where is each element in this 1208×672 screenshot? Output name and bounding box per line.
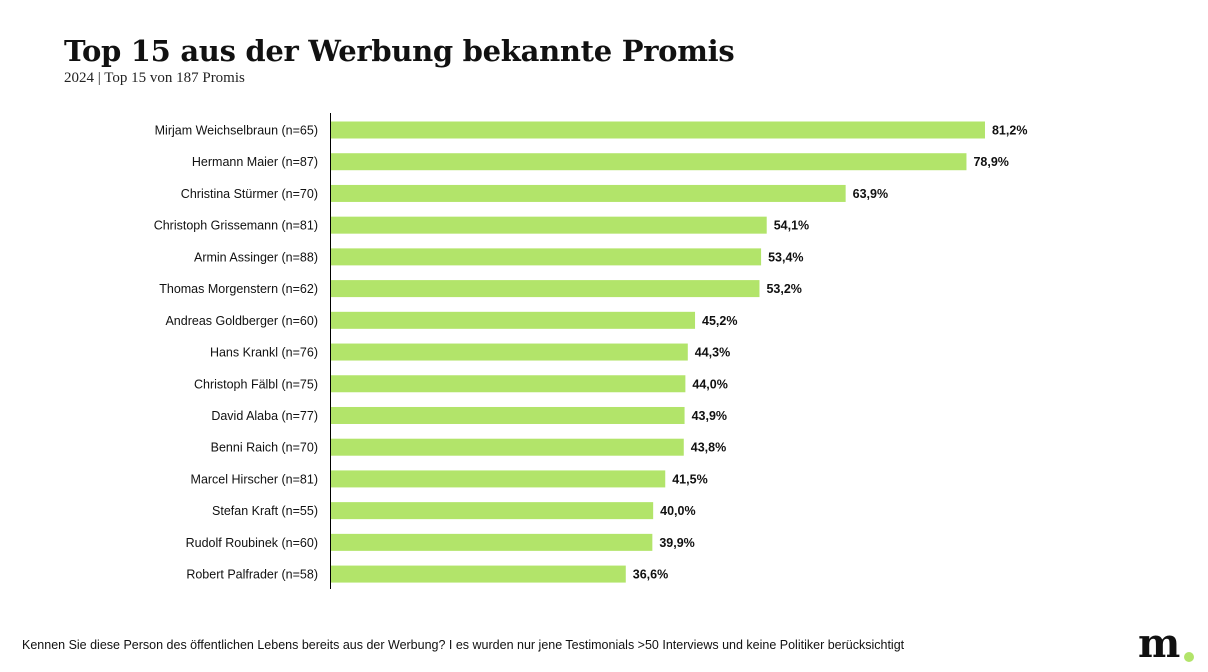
category-label: Marcel Hirscher (n=81) <box>191 472 318 486</box>
footnote: Kennen Sie diese Person des öffentlichen… <box>22 638 905 652</box>
data-label: 78,9% <box>973 155 1008 169</box>
brand-logo: m <box>1138 620 1181 667</box>
data-label: 44,0% <box>692 377 727 391</box>
bar <box>331 533 653 551</box>
bar <box>331 565 626 583</box>
category-label: Christoph Grissemann (n=81) <box>154 219 318 233</box>
bar <box>331 502 654 520</box>
category-label: Robert Palfrader (n=58) <box>186 568 318 582</box>
category-label: Rudolf Roubinek (n=60) <box>186 536 318 550</box>
bar <box>331 184 846 202</box>
bar-chart: Mirjam Weichselbraun (n=65) 81,2% Hermann … <box>154 113 1027 589</box>
category-label: Mirjam Weichselbraun (n=65) <box>155 124 318 138</box>
category-label: Andreas Goldberger (n=60) <box>165 314 318 328</box>
category-label: David Alaba (n=77) <box>211 409 318 423</box>
chart-title: Top 15 aus der Werbung bekannte Promis <box>64 34 735 68</box>
data-label: 43,8% <box>691 441 726 455</box>
bar <box>331 470 666 488</box>
category-label: Stefan Kraft (n=55) <box>212 504 318 518</box>
data-label: 40,0% <box>660 504 695 518</box>
bar <box>331 438 684 456</box>
data-label: 43,9% <box>692 409 727 423</box>
category-label: Hans Krankl (n=76) <box>210 346 318 360</box>
category-label: Armin Assinger (n=88) <box>194 250 318 264</box>
data-label: 36,6% <box>633 568 668 582</box>
category-label: Hermann Maier (n=87) <box>192 155 318 169</box>
bar <box>331 216 767 234</box>
chart-subtitle: 2024 | Top 15 von 187 Promis <box>64 70 245 86</box>
category-label: Benni Raich (n=70) <box>211 441 318 455</box>
logo-dot <box>1184 652 1194 662</box>
category-label: Christoph Fälbl (n=75) <box>194 377 318 391</box>
bar <box>331 121 985 139</box>
data-label: 81,2% <box>992 124 1027 138</box>
bar <box>331 375 686 393</box>
bar <box>331 343 688 361</box>
category-label: Christina Stürmer (n=70) <box>181 187 318 201</box>
data-label: 39,9% <box>659 536 694 550</box>
data-label: 54,1% <box>774 219 809 233</box>
data-label: 53,2% <box>766 282 801 296</box>
bar <box>331 280 760 298</box>
data-label: 45,2% <box>702 314 737 328</box>
category-label: Thomas Morgenstern (n=62) <box>159 282 318 296</box>
bar <box>331 406 685 424</box>
data-label: 53,4% <box>768 250 803 264</box>
data-label: 44,3% <box>695 346 730 360</box>
data-label: 63,9% <box>853 187 888 201</box>
bar <box>331 248 762 266</box>
bar <box>331 153 967 171</box>
bar <box>331 311 696 329</box>
data-label: 41,5% <box>672 472 707 486</box>
